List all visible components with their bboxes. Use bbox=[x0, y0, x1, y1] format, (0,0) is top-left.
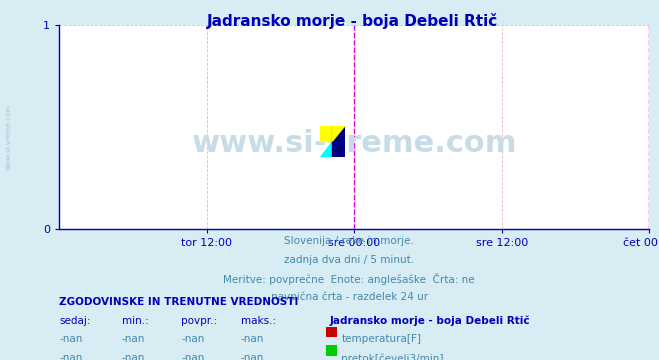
Text: Meritve: povprečne  Enote: anglešaške  Črta: ne: Meritve: povprečne Enote: anglešaške Črt… bbox=[223, 273, 475, 285]
Text: Jadransko morje - boja Debeli Rtič: Jadransko morje - boja Debeli Rtič bbox=[330, 316, 530, 326]
Text: -nan: -nan bbox=[181, 334, 204, 345]
Text: Slovenija / reke in morje.: Slovenija / reke in morje. bbox=[284, 236, 415, 246]
Text: -nan: -nan bbox=[122, 334, 145, 345]
Text: navpična črta - razdelek 24 ur: navpična črta - razdelek 24 ur bbox=[271, 292, 428, 302]
Text: zadnja dva dni / 5 minut.: zadnja dva dni / 5 minut. bbox=[284, 255, 415, 265]
Text: -nan: -nan bbox=[59, 353, 82, 360]
Text: www.si-vreme.com: www.si-vreme.com bbox=[5, 104, 12, 170]
Text: temperatura[F]: temperatura[F] bbox=[341, 334, 421, 345]
Polygon shape bbox=[332, 126, 345, 141]
Text: Jadransko morje - boja Debeli Rtič: Jadransko morje - boja Debeli Rtič bbox=[207, 13, 498, 28]
Bar bbox=[320, 126, 332, 141]
Polygon shape bbox=[320, 141, 332, 157]
Bar bbox=[332, 126, 345, 157]
Text: maks.:: maks.: bbox=[241, 316, 275, 326]
Text: pretok[čevelj3/min]: pretok[čevelj3/min] bbox=[341, 353, 444, 360]
Text: -nan: -nan bbox=[59, 334, 82, 345]
Text: -nan: -nan bbox=[122, 353, 145, 360]
Text: www.si-vreme.com: www.si-vreme.com bbox=[192, 129, 517, 158]
Text: -nan: -nan bbox=[241, 353, 264, 360]
Text: sedaj:: sedaj: bbox=[59, 316, 91, 326]
Text: -nan: -nan bbox=[181, 353, 204, 360]
Text: ZGODOVINSKE IN TRENUTNE VREDNOSTI: ZGODOVINSKE IN TRENUTNE VREDNOSTI bbox=[59, 297, 299, 307]
Text: min.:: min.: bbox=[122, 316, 149, 326]
Text: povpr.:: povpr.: bbox=[181, 316, 217, 326]
Text: -nan: -nan bbox=[241, 334, 264, 345]
